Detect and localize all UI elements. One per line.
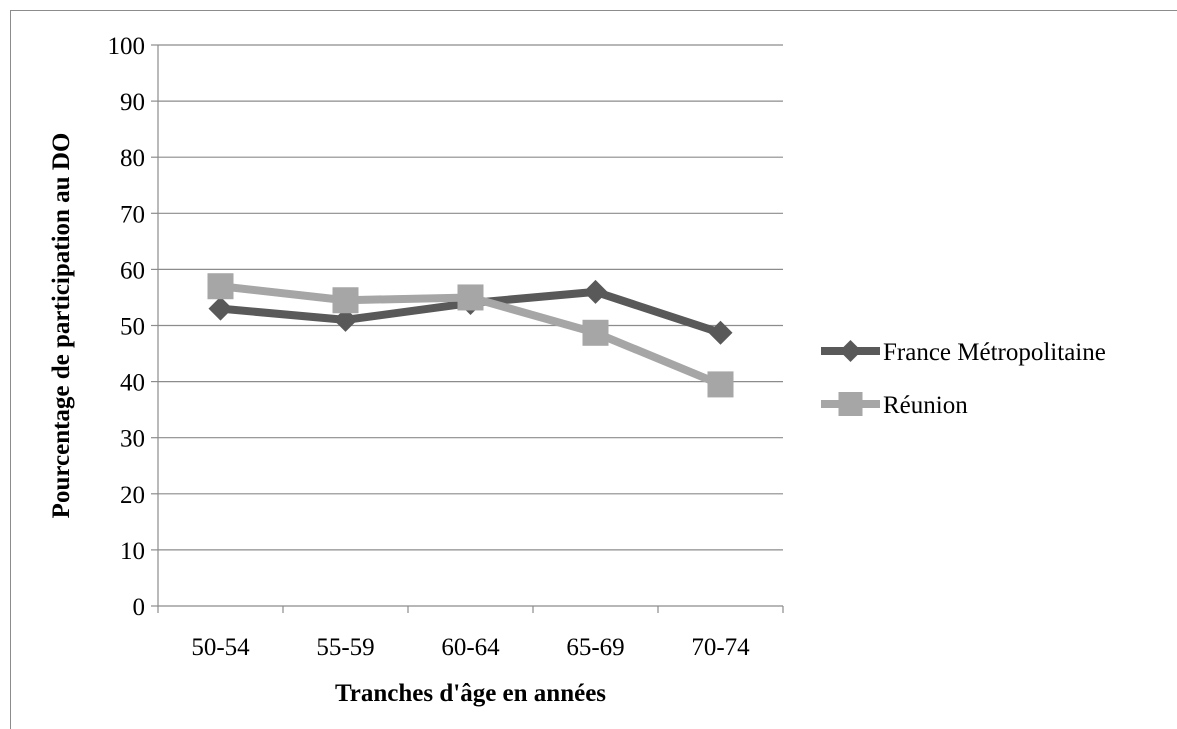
data-point-marker (457, 284, 484, 311)
y-tick-label: 50 (120, 314, 145, 341)
y-axis-title: Pourcentage de participation au DO (48, 133, 75, 519)
data-point-marker (208, 296, 233, 321)
data-point-marker (708, 320, 733, 345)
x-axis-ticks: 50-54 55-59 60-64 65-69 70-74 (157, 606, 784, 661)
data-point-marker (838, 392, 863, 416)
legend: France Métropolitaine Réunion (821, 339, 1106, 419)
data-point-marker (333, 307, 358, 332)
y-tick-label: 0 (133, 594, 146, 621)
data-point-marker (332, 287, 359, 314)
y-tick-label: 90 (120, 89, 145, 116)
data-point-marker (582, 319, 609, 346)
legend-item: France Métropolitaine (821, 339, 1106, 366)
y-tick-label: 10 (120, 538, 145, 565)
x-tick-label: 60-64 (441, 634, 500, 661)
gridlines (158, 44, 783, 551)
y-tick-label: 80 (120, 145, 145, 172)
data-point-marker (707, 371, 734, 398)
legend-label: Réunion (883, 392, 968, 419)
x-tick-label: 70-74 (691, 634, 750, 661)
series-layer (207, 273, 734, 398)
x-tick-label: 50-54 (191, 634, 250, 661)
data-point-marker (207, 273, 234, 300)
chart-area (10, 10, 1177, 729)
data-point-marker (583, 279, 608, 304)
y-tick-label: 70 (120, 201, 145, 228)
x-tick-label: 65-69 (566, 634, 624, 661)
series-reunion (207, 273, 734, 398)
y-axis-ticks: 0 10 20 30 40 50 60 70 80 90 100 (108, 33, 158, 621)
x-axis-title: Tranches d'âge en années (335, 680, 606, 707)
y-tick-label: 40 (120, 370, 145, 397)
y-tick-label: 20 (120, 482, 145, 509)
data-point-marker (839, 340, 862, 362)
y-tick-label: 60 (120, 257, 145, 284)
x-tick-label: 55-59 (316, 634, 374, 661)
y-tick-label: 100 (108, 33, 146, 60)
legend-item: Réunion (821, 392, 968, 419)
y-tick-label: 30 (120, 426, 145, 453)
legend-label: France Métropolitaine (883, 339, 1106, 366)
